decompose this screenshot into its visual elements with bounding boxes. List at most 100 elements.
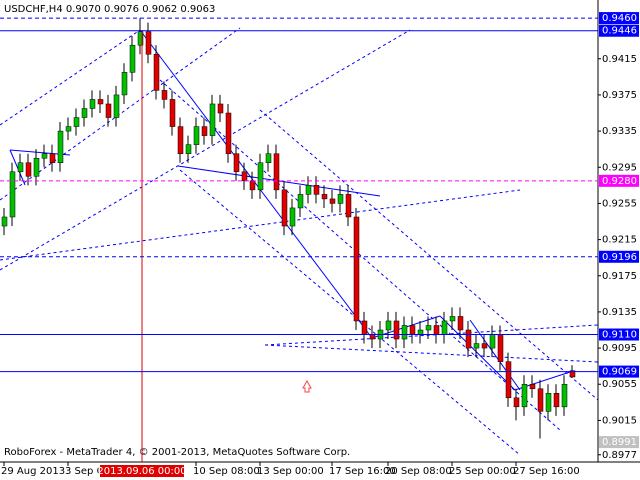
candle-body	[233, 153, 240, 173]
candle-body	[417, 329, 424, 335]
candle-body	[481, 343, 488, 349]
candle-body	[265, 153, 272, 163]
x-tick-label: 17 Sep 16:00	[329, 466, 396, 477]
price-level-label: 0.9460	[602, 13, 637, 24]
candle-body	[49, 153, 56, 163]
y-tick-label: 0.9055	[602, 379, 637, 390]
candle-body	[137, 31, 144, 46]
candle-body	[89, 99, 96, 109]
y-tick-label: 0.9335	[602, 126, 637, 137]
candle-body	[289, 207, 296, 227]
candle-body	[505, 361, 512, 399]
candle-body	[305, 185, 312, 195]
candle-body	[185, 144, 192, 154]
candle-body	[465, 329, 472, 349]
candle-body	[209, 103, 216, 136]
channel-line	[0, 29, 141, 126]
candle-body	[249, 180, 256, 191]
candle-body	[57, 130, 64, 163]
candle-body	[489, 334, 496, 349]
x-tick-label: 10 Sep 08:00	[193, 466, 260, 477]
candle-body	[97, 99, 104, 105]
candle-body	[201, 126, 208, 136]
y-tick-label: 0.8977	[602, 450, 637, 461]
candle-body	[281, 189, 288, 227]
x-tick-label: 25 Sep 00:00	[449, 466, 516, 477]
x-tick-label: 3 Sep 00:00	[65, 466, 125, 477]
candle-body	[193, 126, 200, 145]
x-tick-label: 13 Sep 00:00	[257, 466, 324, 477]
trendline	[469, 319, 521, 391]
candle-body	[313, 185, 320, 195]
candle-body	[9, 171, 16, 218]
candle-body	[121, 72, 128, 96]
candle-body	[337, 194, 344, 204]
candle-body	[17, 162, 24, 173]
candle-body	[225, 112, 232, 154]
candle-body	[25, 162, 32, 177]
candle-body	[65, 126, 72, 132]
candle-body	[257, 162, 264, 191]
x-tick-label: 27 Sep 16:00	[513, 466, 580, 477]
candle-body	[401, 325, 408, 340]
price-level-label: 0.9446	[602, 26, 637, 37]
candle-body	[33, 157, 40, 177]
candle-body	[553, 393, 560, 408]
candle-body	[153, 53, 160, 91]
channel-line	[259, 109, 599, 401]
price-level-box	[599, 24, 639, 37]
candle-body	[361, 320, 368, 335]
candle-body	[425, 325, 432, 331]
channel-line	[159, 79, 561, 431]
cursor-label: 2013.09.06 00:00	[97, 466, 186, 477]
candle-body	[129, 44, 136, 73]
candle-body	[393, 320, 400, 340]
price-level-box	[599, 365, 639, 378]
candle-body	[457, 316, 464, 331]
price-level-label: 0.9280	[602, 176, 637, 187]
y-tick-label: 0.9415	[602, 54, 637, 65]
x-tick-label: 20 Sep 08:00	[385, 466, 452, 477]
candle-body	[561, 383, 568, 408]
channel-line	[264, 344, 599, 363]
y-tick-label: 0.9295	[602, 162, 637, 173]
price-level-box	[599, 12, 639, 25]
footer: RoboForex - MetaTrader 4, © 2001-2013, M…	[4, 447, 350, 458]
channel-line	[0, 27, 241, 201]
buy-arrow	[302, 379, 312, 393]
price-level-label: 0.9069	[602, 367, 637, 378]
price-level-label: 0.8991	[602, 437, 637, 448]
candle-body	[353, 216, 360, 322]
candle-body	[433, 325, 440, 335]
candle-body	[385, 320, 392, 331]
cursor-label-box	[100, 465, 184, 477]
candle-body	[513, 397, 520, 408]
candle-body	[521, 383, 528, 408]
y-tick-label: 0.9255	[602, 198, 637, 209]
price-level-box	[599, 436, 639, 449]
channel-lines	[0, 27, 599, 456]
price-level-label: 0.9196	[602, 252, 637, 263]
price-level-box	[599, 250, 639, 263]
price-level-label: 0.9110	[602, 330, 637, 341]
price-level-box	[599, 174, 639, 187]
candle-body	[473, 343, 480, 349]
candle-body	[345, 194, 352, 218]
trendline	[139, 29, 373, 339]
candle-body	[497, 334, 504, 362]
y-tick-label: 0.9135	[602, 307, 637, 318]
candle-body	[177, 126, 184, 154]
y-tick-label: 0.9375	[602, 90, 637, 101]
candle-body	[441, 320, 448, 335]
channel-line	[0, 29, 411, 271]
candle-body	[297, 194, 304, 209]
candle-body	[217, 103, 224, 114]
candle-body	[545, 393, 552, 412]
candle-body	[273, 153, 280, 191]
y-tick-label: 0.9215	[602, 235, 637, 246]
candle-body	[1, 216, 8, 227]
price-level-box	[599, 328, 639, 341]
candle-body	[41, 153, 48, 159]
